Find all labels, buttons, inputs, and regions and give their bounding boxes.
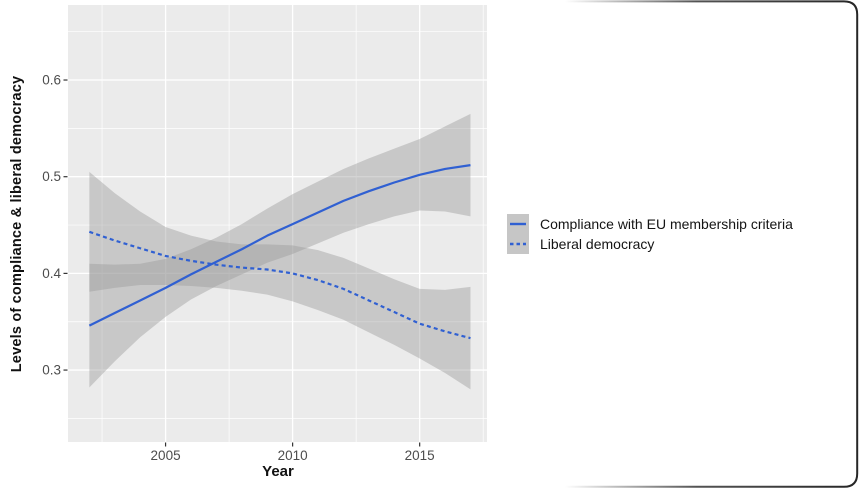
- y-tick-label: 0.5: [42, 169, 61, 184]
- x-tick-label: 2005: [151, 448, 181, 463]
- y-tick-label: 0.6: [42, 73, 61, 88]
- legend-key-swatch: [507, 234, 529, 254]
- legend-key-swatch: [507, 214, 529, 234]
- legend: Compliance with EU membership criteria L…: [507, 214, 793, 254]
- x-axis-title: Year: [262, 463, 294, 480]
- legend-item-compliance: Compliance with EU membership criteria: [507, 214, 793, 234]
- y-tick-label: 0.4: [42, 266, 61, 281]
- dashed-line-icon: [510, 242, 526, 246]
- minor-gridlines: [68, 5, 487, 442]
- plot-panel: [68, 5, 487, 442]
- solid-line-icon: [510, 222, 526, 226]
- x-tick-label: 2010: [278, 448, 308, 463]
- liberal-democracy-ribbon: [89, 171, 471, 390]
- legend-label-liberal-democracy: Liberal democracy: [540, 236, 655, 252]
- tick-labels: 2005 2010 2015 0.6 0.5 0.4 0.3: [42, 73, 434, 463]
- legend-label-compliance: Compliance with EU membership criteria: [540, 216, 793, 232]
- compliance-line: [88, 164, 471, 327]
- axis-ticks: [63, 79, 421, 447]
- x-tick-label: 2015: [405, 448, 435, 463]
- y-axis-title: Levels of compliance & liberal democracy: [9, 75, 25, 373]
- liberal-democracy-line: [88, 230, 471, 340]
- y-tick-label: 0.3: [42, 363, 61, 378]
- legend-item-liberal-democracy: Liberal democracy: [507, 234, 793, 254]
- compliance-ribbon: [89, 113, 471, 388]
